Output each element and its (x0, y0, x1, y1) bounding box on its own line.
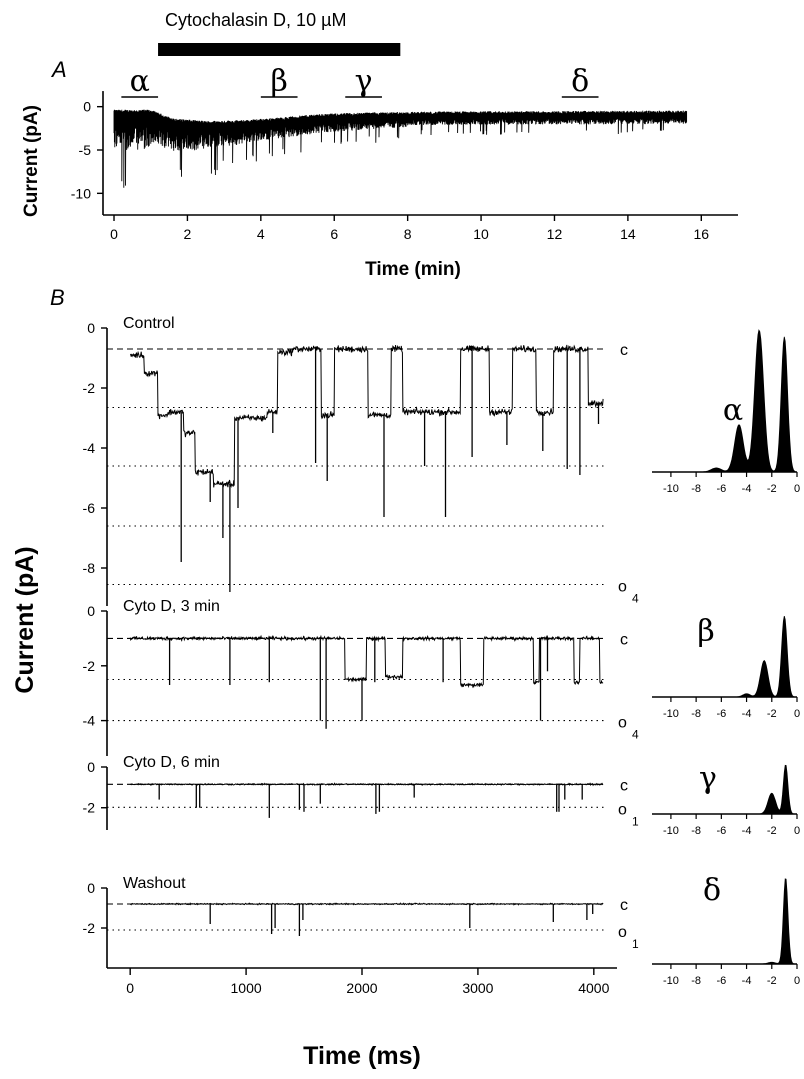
period-label: γ (355, 64, 373, 99)
panel-b-label: B (50, 285, 65, 310)
panel-b-chart: 0 1000 2000 3000 40000-2-4-6-8co4Control-10-… (83, 315, 801, 996)
treatment-bar (158, 43, 401, 56)
trace-y-tick-label: -4 (83, 440, 96, 456)
histogram-x-tick-label: -4 (742, 483, 752, 495)
trace-line (129, 782, 604, 787)
trace-label: Washout (123, 875, 186, 892)
histogram-x-tick-label: -4 (742, 708, 752, 720)
closed-level-label: c (620, 342, 628, 359)
panel-a-y-tick-label: 0 (83, 99, 91, 115)
histogram-x-tick-label: 0 (794, 975, 800, 987)
histogram-x-tick-label: -2 (767, 483, 777, 495)
amplitude-histogram (652, 764, 797, 815)
histogram-x-tick-label: -6 (716, 975, 726, 987)
open-level-label: o (618, 801, 627, 818)
panel-a-y-tick-label: -10 (71, 185, 91, 201)
trace-y-tick-label: 0 (87, 759, 95, 775)
trace-line (129, 902, 604, 906)
histogram-x-tick-label: -2 (767, 708, 777, 720)
histogram-period-label: α (723, 393, 743, 428)
panel-a-x-tick-label: 14 (620, 226, 636, 242)
histogram-x-tick-label: -10 (663, 483, 679, 495)
open-level-label: o (618, 579, 627, 596)
panel-a-xlabel: Time (min) (365, 259, 461, 280)
open-level-subscript: 4 (632, 728, 639, 742)
trace-y-tick-label: 0 (87, 880, 95, 896)
histogram-x-tick-label: 0 (794, 483, 800, 495)
panel-a-y-tick-label: -5 (79, 142, 92, 158)
trace-y-tick-label: -6 (83, 500, 96, 516)
panel-a-current-trace (113, 109, 688, 188)
open-level-label: o (618, 715, 627, 732)
open-level-label: o (618, 924, 627, 941)
histogram-x-tick-label: -4 (742, 825, 752, 837)
trace-y-tick-label: -4 (83, 713, 96, 729)
panel-a-x-tick-label: 8 (404, 226, 412, 242)
open-level-subscript: 1 (632, 814, 639, 828)
trace-y-tick-label: -2 (83, 658, 96, 674)
period-label: α (130, 64, 150, 99)
histogram-x-tick-label: -8 (691, 825, 701, 837)
histogram-x-tick-label: -8 (691, 975, 701, 987)
panel-b-x-tick-label: 3000 (462, 980, 493, 996)
panel-a-x-tick-label: 6 (330, 226, 338, 242)
histogram-x-tick-label: -10 (663, 975, 679, 987)
histogram-x-tick-label: -6 (716, 708, 726, 720)
trace-y-tick-label: 0 (87, 320, 95, 336)
trace-y-tick-label: -2 (83, 800, 96, 816)
panel-a-x-tick-label: 16 (694, 226, 710, 242)
panel-a-x-tick-label: 0 (110, 226, 118, 242)
trace-y-tick-label: 0 (87, 603, 95, 619)
panel-b-ylabel: Current (pA) (11, 546, 39, 693)
trace-line (129, 634, 604, 689)
histogram-x-tick-label: 0 (794, 708, 800, 720)
histogram-x-tick-label: -2 (767, 825, 777, 837)
histogram-x-tick-label: -6 (716, 483, 726, 495)
trace-y-tick-label: -8 (83, 560, 96, 576)
histogram-x-tick-label: -8 (691, 708, 701, 720)
panel-a-x-tick-label: 4 (257, 226, 265, 242)
period-label: δ (571, 64, 589, 99)
histogram-x-tick-label: -4 (742, 975, 752, 987)
trace-label: Cyto D, 3 min (123, 598, 220, 615)
histogram-period-label: δ (703, 873, 721, 908)
panel-a-label: A (50, 57, 67, 82)
histogram-x-tick-label: -2 (767, 975, 777, 987)
trace-y-tick-label: -2 (83, 920, 96, 936)
open-level-subscript: 4 (632, 592, 639, 606)
histogram-x-tick-label: 0 (794, 825, 800, 837)
panel-b-x-tick-label: 1000 (231, 980, 262, 996)
panel-b-x-tick-label: 4000 (578, 980, 609, 996)
panel-b-x-tick-label: 2000 (346, 980, 377, 996)
open-level-subscript: 1 (632, 937, 639, 951)
histogram-period-label: β (697, 614, 714, 649)
amplitude-histogram (652, 878, 797, 965)
panel-a-x-tick-label: 2 (184, 226, 192, 242)
trace-line (129, 344, 604, 489)
histogram-x-tick-label: -10 (663, 825, 679, 837)
histogram-x-tick-label: -8 (691, 483, 701, 495)
closed-level-label: c (620, 631, 628, 648)
panel-a-x-tick-label: 12 (547, 226, 563, 242)
closed-level-label: c (620, 777, 628, 794)
trace-label: Cyto D, 6 min (123, 754, 220, 771)
panel-a-x-tick-label: 10 (473, 226, 489, 242)
panel-b-xlabel: Time (ms) (303, 1042, 421, 1070)
period-label: β (271, 64, 288, 99)
treatment-label: Cytochalasin D, 10 µM (165, 10, 346, 30)
trace-y-tick-label: -2 (83, 380, 96, 396)
trace-label: Control (123, 315, 175, 332)
histogram-x-tick-label: -6 (716, 825, 726, 837)
amplitude-histogram (652, 616, 797, 698)
panel-a-ylabel: Current (pA) (21, 105, 42, 217)
panel-b-x-tick-label: 0 (126, 980, 134, 996)
panel-a-chart: 0 -5 -10 0 2 4 6 8 10 12 14 16 α β γ δ (71, 64, 738, 242)
histogram-x-tick-label: -10 (663, 708, 679, 720)
closed-level-label: c (620, 897, 628, 914)
histogram-period-label: γ (699, 761, 717, 796)
